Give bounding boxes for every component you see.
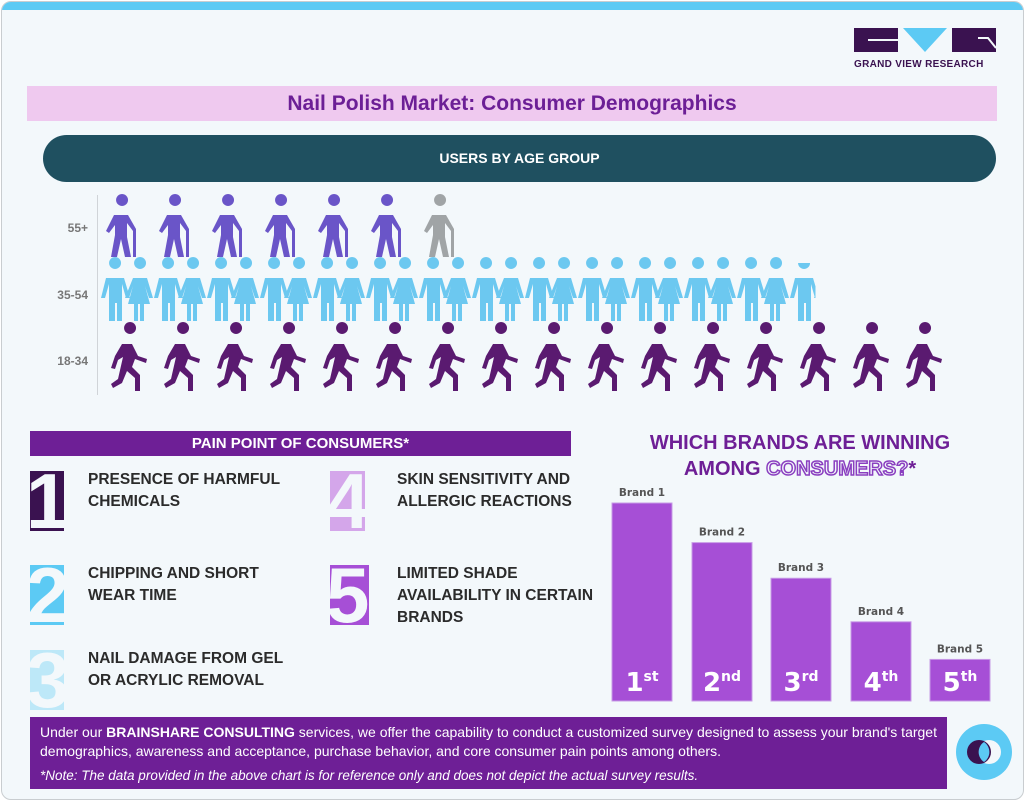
grand-view-research-logo: GRAND VIEW RESEARCH bbox=[854, 28, 997, 70]
bar-group-4: Brand 4 4th bbox=[850, 606, 912, 702]
pain-point-text: SKIN SENSITIVITY AND ALLERGIC REACTIONS bbox=[397, 471, 572, 510]
pain-point-2: 2 CHIPPING AND SHORT WEAR TIME bbox=[30, 565, 288, 625]
number-3-block: 3 bbox=[30, 650, 64, 710]
bar-rank-label: 3rd bbox=[783, 668, 818, 698]
bar-category-label: Brand 1 bbox=[619, 487, 665, 499]
logo-g-mark bbox=[854, 28, 898, 52]
bar-group-5: Brand 5 5th bbox=[929, 643, 991, 702]
footer-text-pre: Under our bbox=[40, 724, 107, 740]
pain-point-3: 3 NAIL DAMAGE FROM GEL OR ACRYLIC REMOVA… bbox=[30, 650, 288, 710]
bar-rank-label: 2nd bbox=[703, 668, 741, 698]
brands-title: WHICH BRANDS ARE WINNING AMONG CONSUMERS… bbox=[600, 430, 1000, 482]
logo-text: GRAND VIEW RESEARCH bbox=[854, 59, 984, 70]
bar bbox=[770, 577, 832, 702]
pain-point-4: 4 SKIN SENSITIVITY AND ALLERGIC REACTION… bbox=[330, 471, 597, 531]
brainshare-icon bbox=[956, 724, 1012, 780]
footer-text-post: services, we offer the capability to con… bbox=[40, 724, 937, 759]
bar bbox=[691, 542, 753, 702]
number-2-block: 2 bbox=[30, 565, 64, 625]
pain-points-title: PAIN POINT OF CONSUMERS* bbox=[30, 431, 571, 456]
bar-category-label: Brand 2 bbox=[699, 527, 745, 539]
logo-v-mark bbox=[903, 28, 947, 52]
age-label-35-54: 35-54 bbox=[57, 288, 88, 302]
footer-note: *Note: The data provided in the above ch… bbox=[40, 768, 699, 783]
age-label-18-34: 18-34 bbox=[57, 354, 88, 368]
number-1-block: 1 bbox=[30, 471, 64, 531]
brands-title-line1: WHICH BRANDS ARE WINNING bbox=[649, 432, 951, 454]
brands-title-among: AMONG bbox=[683, 458, 761, 480]
bar-category-label: Brand 4 bbox=[858, 606, 904, 618]
number-5-block: 5 bbox=[330, 565, 369, 625]
brands-title-consumers: CONSUMERS? bbox=[765, 457, 909, 481]
bar-rank-label: 4th bbox=[864, 668, 899, 698]
bar-category-label: Brand 5 bbox=[937, 643, 983, 655]
age-label-55-plus: 55+ bbox=[67, 221, 88, 235]
pain-point-5: 5 LIMITED SHADE AVAILABILITY IN CERTAIN … bbox=[330, 565, 597, 629]
bar-group-1: Brand 1 1st bbox=[611, 487, 673, 702]
bar-category-label: Brand 3 bbox=[778, 562, 824, 574]
bar bbox=[929, 658, 991, 702]
brainshare-consulting-link: BRAINSHARE CONSULTING bbox=[106, 724, 295, 740]
number-4-block: 4 bbox=[330, 471, 365, 531]
pain-point-text: PRESENCE OF HARMFUL CHEMICALS bbox=[88, 471, 280, 510]
age-section-title: USERS BY AGE GROUP bbox=[43, 135, 996, 182]
footer-text: Under our BRAINSHARE CONSULTING services… bbox=[40, 723, 937, 761]
page-title: Nail Polish Market: Consumer Demographic… bbox=[27, 86, 997, 121]
age-axis-line bbox=[97, 195, 98, 395]
bar-rank-label: 1st bbox=[625, 668, 658, 698]
footer-box: Under our BRAINSHARE CONSULTING services… bbox=[30, 717, 947, 789]
bar-group-2: Brand 2 2nd bbox=[691, 527, 753, 702]
top-accent-bar bbox=[2, 2, 1023, 10]
pain-point-1: 1 PRESENCE OF HARMFUL CHEMICALS bbox=[30, 471, 288, 531]
brands-title-star: * bbox=[908, 458, 917, 480]
bar-rank-label: 5th bbox=[943, 668, 978, 698]
pain-point-text: CHIPPING AND SHORT WEAR TIME bbox=[88, 565, 259, 604]
logo-r-mark bbox=[952, 28, 996, 52]
bar bbox=[850, 621, 912, 702]
pain-point-text: LIMITED SHADE AVAILABILITY IN CERTAIN BR… bbox=[397, 565, 594, 626]
bar-group-3: Brand 3 3rd bbox=[770, 562, 832, 702]
pain-point-text: NAIL DAMAGE FROM GEL OR ACRYLIC REMOVAL bbox=[88, 650, 283, 689]
bar bbox=[611, 502, 673, 702]
